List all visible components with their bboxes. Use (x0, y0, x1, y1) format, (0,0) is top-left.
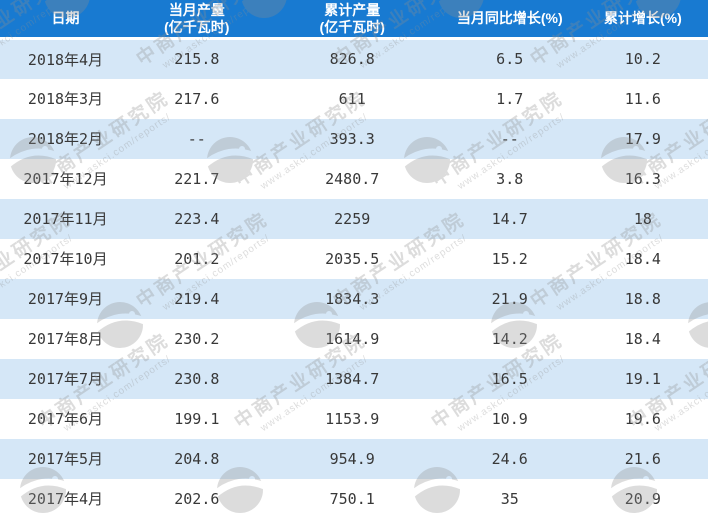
col-header-cumulative-output: 累计产量 (亿千瓦时) (262, 0, 442, 40)
table-header: 日期 当月产量 (亿千瓦时) 累计产量 (亿千瓦时) 当月同比增长(%) 累计增长(… (0, 0, 708, 40)
cell-cumulative-output: 1384.7 (262, 358, 442, 399)
cell-cumulative-growth: 21.6 (577, 438, 708, 479)
table-row: 2017年5月 204.8 954.9 24.6 21.6 (0, 438, 708, 479)
cell-monthly-yoy-growth: 1.7 (441, 78, 578, 119)
cell-date: 2017年4月 (0, 478, 131, 519)
cell-monthly-output: 202.6 (130, 478, 263, 519)
cell-cumulative-output: 826.8 (262, 38, 442, 79)
col-header-monthly-yoy-growth-title: 当月同比增长(%) (456, 10, 563, 26)
cell-date: 2018年4月 (0, 38, 131, 79)
cell-monthly-yoy-growth: 3.8 (441, 158, 578, 199)
cell-monthly-yoy-growth: 10.9 (441, 398, 578, 439)
table-row: 2018年2月 -- 393.3 -- 17.9 (0, 118, 708, 159)
cell-cumulative-growth: 18.8 (577, 278, 708, 319)
cell-date: 2017年8月 (0, 318, 131, 359)
col-header-cumulative-growth: 累计增长(%) (577, 0, 708, 40)
cell-cumulative-growth: 19.1 (577, 358, 708, 399)
cell-monthly-output: 230.8 (130, 358, 263, 399)
cell-monthly-output: 215.8 (130, 38, 263, 79)
table-row: 2017年12月 221.7 2480.7 3.8 16.3 (0, 158, 708, 199)
cell-date: 2017年7月 (0, 358, 131, 399)
cell-cumulative-growth: 10.2 (577, 38, 708, 79)
col-header-monthly-output: 当月产量 (亿千瓦时) (130, 0, 263, 40)
cell-monthly-yoy-growth: 16.5 (441, 358, 578, 399)
cell-date: 2017年9月 (0, 278, 131, 319)
cell-cumulative-growth: 20.9 (577, 478, 708, 519)
cell-cumulative-output: 2035.5 (262, 238, 442, 279)
cell-cumulative-output: 750.1 (262, 478, 442, 519)
cell-cumulative-output: 2480.7 (262, 158, 442, 199)
cell-monthly-yoy-growth: -- (441, 118, 578, 159)
table-row: 2018年4月 215.8 826.8 6.5 10.2 (0, 38, 708, 79)
cell-cumulative-output: 1153.9 (262, 398, 442, 439)
cell-monthly-yoy-growth: 14.2 (441, 318, 578, 359)
cell-date: 2018年2月 (0, 118, 131, 159)
cell-monthly-output: 217.6 (130, 78, 263, 119)
cell-monthly-output: 199.1 (130, 398, 263, 439)
cell-cumulative-output: 611 (262, 78, 442, 119)
cell-date: 2018年3月 (0, 78, 131, 119)
cell-date: 2017年11月 (0, 198, 131, 239)
cell-cumulative-output: 1614.9 (262, 318, 442, 359)
table-row: 2017年4月 202.6 750.1 35 20.9 (0, 478, 708, 519)
cell-cumulative-output: 393.3 (262, 118, 442, 159)
cell-monthly-yoy-growth: 6.5 (441, 38, 578, 79)
cell-date: 2017年10月 (0, 238, 131, 279)
col-header-monthly-output-subtitle: (亿千瓦时) (164, 18, 230, 35)
cell-monthly-output: 201.2 (130, 238, 263, 279)
table-row: 2017年6月 199.1 1153.9 10.9 19.6 (0, 398, 708, 439)
table-row: 2017年10月 201.2 2035.5 15.2 18.4 (0, 238, 708, 279)
cell-monthly-output: 223.4 (130, 198, 263, 239)
cell-monthly-output: 219.4 (130, 278, 263, 319)
col-header-monthly-output-title: 当月产量 (168, 1, 225, 18)
cell-monthly-yoy-growth: 21.9 (441, 278, 578, 319)
table-row: 2017年11月 223.4 2259 14.7 18 (0, 198, 708, 239)
col-header-cumulative-growth-title: 累计增长(%) (603, 10, 682, 26)
table-row: 2017年8月 230.2 1614.9 14.2 18.4 (0, 318, 708, 359)
cell-monthly-output: 204.8 (130, 438, 263, 479)
cell-date: 2017年12月 (0, 158, 131, 199)
cell-cumulative-growth: 19.6 (577, 398, 708, 439)
cell-cumulative-growth: 16.3 (577, 158, 708, 199)
cell-cumulative-output: 1834.3 (262, 278, 442, 319)
col-header-cumulative-output-subtitle: (亿千瓦时) (319, 18, 385, 35)
cell-cumulative-output: 954.9 (262, 438, 442, 479)
cell-monthly-output: -- (130, 118, 263, 159)
cell-date: 2017年6月 (0, 398, 131, 439)
col-header-monthly-yoy-growth: 当月同比增长(%) (441, 0, 578, 40)
cell-monthly-output: 230.2 (130, 318, 263, 359)
cell-cumulative-output: 2259 (262, 198, 442, 239)
header-row: 日期 当月产量 (亿千瓦时) 累计产量 (亿千瓦时) 当月同比增长(%) 累计增长(… (0, 0, 708, 40)
col-header-date-title: 日期 (51, 10, 80, 26)
table-body: 2018年4月 215.8 826.8 6.5 10.2 2018年3月 217… (0, 38, 708, 519)
cell-cumulative-growth: 11.6 (577, 78, 708, 119)
table-row: 2018年3月 217.6 611 1.7 11.6 (0, 78, 708, 119)
cell-monthly-yoy-growth: 14.7 (441, 198, 578, 239)
cell-cumulative-growth: 18.4 (577, 318, 708, 359)
cell-monthly-output: 221.7 (130, 158, 263, 199)
table-row: 2017年9月 219.4 1834.3 21.9 18.8 (0, 278, 708, 319)
col-header-cumulative-output-title: 累计产量 (324, 1, 381, 18)
cell-cumulative-growth: 18.4 (577, 238, 708, 279)
cell-monthly-yoy-growth: 35 (441, 478, 578, 519)
cell-date: 2017年5月 (0, 438, 131, 479)
cell-monthly-yoy-growth: 24.6 (441, 438, 578, 479)
table-row: 2017年7月 230.8 1384.7 16.5 19.1 (0, 358, 708, 399)
cell-monthly-yoy-growth: 15.2 (441, 238, 578, 279)
cell-cumulative-growth: 17.9 (577, 118, 708, 159)
col-header-date: 日期 (0, 0, 131, 40)
cell-cumulative-growth: 18 (577, 198, 708, 239)
